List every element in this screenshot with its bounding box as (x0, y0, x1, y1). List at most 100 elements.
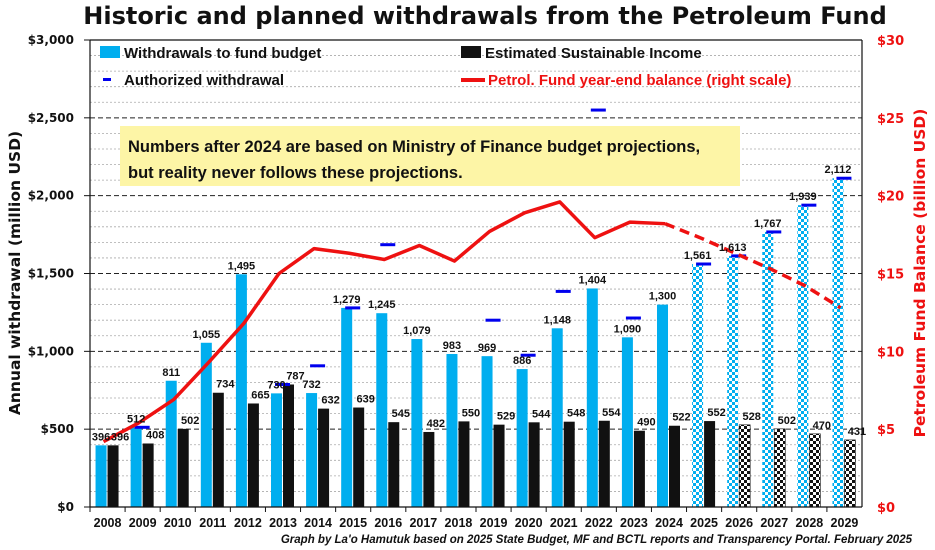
y-tick-label: $500 (41, 422, 74, 436)
data-label-sustainable-income: 396 (111, 431, 129, 443)
data-label-sustainable-income: 632 (321, 395, 339, 407)
x-tick-label: 2016 (374, 516, 402, 530)
data-label-withdrawal: 1,561 (684, 250, 712, 262)
bar-sustainable-income (353, 407, 365, 507)
data-label-withdrawal: 1,245 (368, 299, 396, 311)
data-label-sustainable-income: 522 (672, 412, 690, 424)
bar-withdrawal (692, 264, 704, 507)
data-label-sustainable-income: 544 (532, 408, 551, 420)
y-right-tick-label: $15 (877, 268, 904, 283)
data-label-withdrawal: 512 (127, 413, 145, 425)
x-tick-label: 2009 (129, 516, 157, 530)
legend-label-withdrawals: Withdrawals to fund budget (124, 45, 321, 62)
x-tick-label: 2024 (655, 516, 683, 530)
y-right-tick-label: $30 (877, 34, 904, 49)
bar-withdrawal (95, 445, 107, 507)
bar-sustainable-income (212, 392, 224, 507)
x-tick-label: 2010 (164, 516, 192, 530)
data-label-sustainable-income: 502 (778, 415, 796, 427)
bar-sustainable-income (493, 424, 505, 507)
legend-swatch-withdrawals (100, 46, 120, 58)
bar-withdrawal (621, 337, 633, 507)
bar-sustainable-income (773, 428, 786, 508)
data-label-sustainable-income: 665 (251, 389, 269, 401)
x-tick-label: 2026 (725, 516, 753, 530)
data-label-sustainable-income: 490 (637, 417, 655, 429)
data-label-sustainable-income: 548 (567, 408, 585, 420)
x-tick-label: 2019 (480, 516, 508, 530)
data-label-withdrawal: 1,404 (579, 274, 607, 286)
note-background (120, 126, 740, 186)
legend-label-balance: Petrol. Fund year-end balance (right sca… (488, 72, 791, 89)
right-axis-ticks: $0 $5 $10 $15 $20 $25 $30 (877, 34, 904, 516)
x-tick-label: 2028 (795, 516, 823, 530)
bar-sustainable-income (844, 439, 856, 508)
authorized-withdrawal-marker (555, 289, 571, 293)
authorized-withdrawal-marker (836, 176, 852, 180)
bar-withdrawal (165, 380, 177, 507)
bar-sustainable-income (177, 428, 189, 507)
bar-sustainable-income (598, 420, 610, 507)
y-axis-label-right: Petroleum Fund Balance (billion USD) (911, 109, 929, 438)
bar-sustainable-income (283, 384, 294, 507)
bar-sustainable-income (669, 425, 680, 507)
data-label-withdrawal: 2,112 (824, 164, 851, 176)
bar-sustainable-income (318, 408, 330, 507)
chart-title: Historic and planned withdrawals from th… (83, 2, 887, 30)
legend-swatch-balance (461, 78, 485, 82)
x-tick-label: 2020 (515, 516, 543, 530)
bar-sustainable-income (142, 443, 154, 507)
bar-sustainable-income (458, 421, 470, 507)
y-tick-label: $3,000 (28, 33, 74, 47)
data-label-sustainable-income: 554 (602, 407, 621, 419)
x-tick-label: 2023 (620, 516, 648, 530)
bars-layer (95, 178, 856, 508)
data-label-withdrawal: 1,148 (543, 314, 571, 326)
x-tick-label: 2011 (199, 516, 226, 530)
authorized-withdrawal-marker (520, 353, 536, 357)
legend-label-authorized: Authorized withdrawal (124, 72, 284, 89)
bar-withdrawal (586, 288, 598, 507)
data-label-withdrawal: 1,939 (789, 191, 817, 203)
y-tick-label: $2,000 (28, 189, 74, 203)
data-label-withdrawal: 1,079 (403, 325, 431, 337)
bar-withdrawal (130, 427, 142, 507)
authorized-withdrawal-marker (380, 243, 396, 247)
y-right-tick-label: $5 (877, 423, 895, 438)
x-tick-label: 2025 (690, 516, 718, 530)
data-label-withdrawal: 1,279 (333, 294, 361, 306)
projection-note: Numbers after 2024 are based on Ministry… (120, 126, 740, 186)
x-tick-label: 2014 (304, 516, 332, 530)
bar-withdrawal (516, 369, 528, 507)
y-right-tick-label: $0 (877, 501, 895, 516)
y-right-tick-label: $20 (877, 190, 904, 205)
data-label-sustainable-income: 431 (848, 426, 866, 438)
y-tick-label: $1,000 (28, 344, 74, 358)
bar-sustainable-income (247, 403, 259, 507)
x-tick-label: 2022 (585, 516, 613, 530)
balance-line-layer (102, 200, 842, 444)
authorized-withdrawal-marker (801, 203, 817, 207)
y-right-tick-label: $25 (877, 112, 904, 127)
bar-withdrawal (481, 356, 493, 507)
data-label-sustainable-income: 470 (813, 420, 831, 432)
x-tick-label: 2029 (831, 516, 859, 530)
authorized-withdrawal-marker (766, 230, 782, 234)
data-label-withdrawal: 396 (92, 431, 110, 443)
bar-withdrawal (235, 274, 247, 507)
bar-withdrawal (762, 231, 774, 507)
left-axis-ticks: $0 $500 $1,000 $1,500 $2,000 $2,500 $3,000 (28, 33, 90, 514)
x-tick-label: 2027 (760, 516, 788, 530)
note-line-1: Numbers after 2024 are based on Ministry… (128, 138, 700, 156)
bar-sustainable-income (809, 433, 821, 508)
data-label-sustainable-income: 787 (286, 370, 304, 382)
bar-withdrawal (551, 328, 563, 507)
bar-withdrawal (200, 342, 212, 507)
x-tick-label: 2021 (550, 516, 578, 530)
data-label-sustainable-income: 408 (146, 429, 164, 441)
legend-swatch-sustainable-income (461, 46, 481, 58)
bar-withdrawal (797, 205, 809, 507)
y-right-tick-label: $10 (877, 345, 904, 360)
data-label-withdrawal: 969 (478, 342, 496, 354)
